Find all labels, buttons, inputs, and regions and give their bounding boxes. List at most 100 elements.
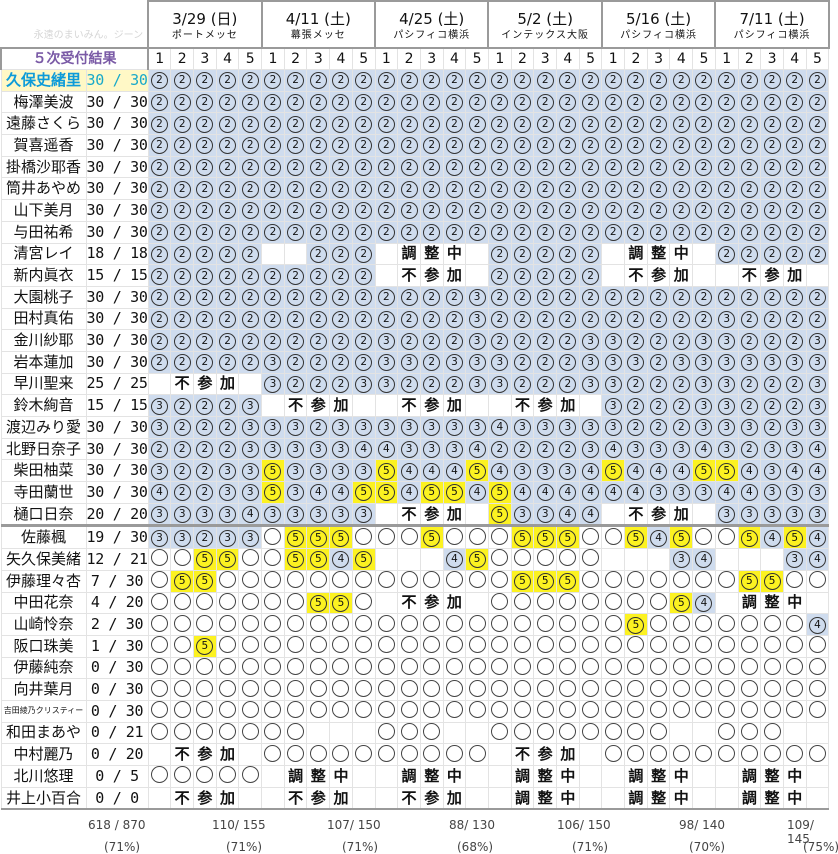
status-char: 整 bbox=[424, 244, 440, 263]
slot-cell: 5 bbox=[193, 569, 217, 593]
slot-cell: 4 bbox=[465, 481, 489, 504]
slot-cell: 3 bbox=[805, 481, 830, 504]
slot-cell: 中 bbox=[782, 786, 807, 811]
member-row: 金川紗耶 30 / 30 2 2 2 2 2 2 2 2 2 2 3 2 2 2 3 2 2 2 2 3 3 2 2 2 3 3 2 2 2… bbox=[0, 329, 830, 352]
slot-cell: 2 bbox=[397, 90, 421, 114]
slot-cell: 2 bbox=[510, 155, 535, 179]
slot-number: 5 bbox=[805, 47, 830, 70]
circled-number-icon: 2 bbox=[196, 484, 214, 502]
slot-cell bbox=[215, 613, 240, 636]
slot-cell: 2 bbox=[533, 307, 557, 331]
empty-circle-icon bbox=[377, 571, 395, 589]
circled-number-icon: 2 bbox=[513, 332, 531, 350]
slot-cell: 2 bbox=[397, 220, 421, 244]
circled-number-icon: 2 bbox=[536, 180, 554, 198]
circled-number-icon: 2 bbox=[513, 159, 531, 177]
circled-number-icon: 2 bbox=[309, 72, 327, 90]
circled-number-icon: 2 bbox=[219, 441, 237, 459]
slot-cell: 2 bbox=[737, 329, 762, 352]
circled-number-icon: 5 bbox=[627, 616, 645, 634]
slot-cell: 2 bbox=[238, 112, 263, 136]
circled-number-icon: 3 bbox=[150, 419, 168, 437]
circled-number-icon: 3 bbox=[786, 354, 804, 372]
circled-number-icon: 2 bbox=[604, 180, 622, 198]
circled-number-icon: 5 bbox=[309, 551, 327, 569]
slot-cell bbox=[782, 634, 807, 658]
slot-cell: 2 bbox=[419, 285, 444, 309]
circled-number-icon: 2 bbox=[582, 224, 600, 242]
circled-number-icon: 3 bbox=[377, 419, 395, 437]
slot-cell: 2 bbox=[624, 220, 648, 244]
slot-cell: 参 bbox=[419, 394, 444, 417]
slot-cell bbox=[465, 678, 489, 701]
circled-number-icon: 3 bbox=[445, 354, 463, 372]
event-header: 4/11 (土) 幕張メッセ bbox=[260, 0, 377, 49]
slot-cell bbox=[760, 656, 784, 680]
empty-circle-icon bbox=[150, 723, 168, 740]
empty-circle-icon bbox=[423, 701, 441, 719]
slot-cell: 2 bbox=[306, 329, 331, 352]
slot-cell: 2 bbox=[556, 220, 580, 244]
event-venue: 幕張メッセ bbox=[290, 29, 346, 41]
slot-cell: 2 bbox=[329, 285, 353, 309]
member-score: 15 / 15 bbox=[85, 394, 149, 417]
empty-circle-icon bbox=[491, 592, 509, 610]
member-score: 30 / 30 bbox=[85, 177, 149, 201]
status-char: 中 bbox=[673, 788, 689, 807]
empty-circle-icon bbox=[400, 614, 418, 632]
member-row: 新内眞衣 15 / 15 2 2 2 2 2 2 2 2 2 2 不参加 2 2 2 2 2 不参加不参加 bbox=[0, 264, 830, 287]
circled-number-icon: 2 bbox=[695, 72, 713, 90]
circled-number-icon: 2 bbox=[423, 289, 441, 307]
slot-number: 2 bbox=[624, 47, 648, 70]
circled-number-icon: 3 bbox=[355, 506, 373, 523]
circled-number-icon: 2 bbox=[287, 137, 305, 155]
status-char: 加 bbox=[220, 745, 236, 764]
slot-cell: 2 bbox=[737, 220, 762, 244]
slot-cell bbox=[238, 765, 263, 788]
circled-number-icon: 2 bbox=[491, 115, 509, 133]
circled-number-icon: 5 bbox=[672, 529, 690, 547]
empty-circle-icon bbox=[332, 744, 350, 762]
event-total-5: 98/ 140 bbox=[679, 818, 726, 832]
slot-cell: 2 bbox=[782, 112, 807, 136]
slot-cell: 3 bbox=[646, 481, 671, 504]
member-row: 山下美月 30 / 30 2 2 2 2 2 2 2 2 2 2 2 2 2 2 2 2 2 2 2 2 2 2 2 2 2 2 2 2 2… bbox=[0, 199, 830, 222]
circled-number-icon: 5 bbox=[559, 529, 577, 547]
circled-number-icon: 2 bbox=[377, 289, 395, 307]
slot-cell: 4 bbox=[578, 481, 603, 504]
slot-cell: 3 bbox=[805, 350, 830, 374]
slot-cell: 3 bbox=[714, 502, 739, 528]
slot-cell bbox=[193, 678, 217, 701]
empty-circle-icon bbox=[650, 744, 668, 762]
slot-cell bbox=[578, 548, 603, 571]
circled-number-icon: 5 bbox=[536, 529, 554, 547]
event-pct-6: (75%) bbox=[803, 840, 838, 854]
slot-cell bbox=[601, 591, 626, 615]
empty-circle-icon bbox=[650, 614, 668, 632]
member-name: 早川聖来 bbox=[0, 372, 87, 396]
slot-cell: 5 bbox=[556, 569, 580, 593]
slot-cell: 2 bbox=[669, 90, 694, 114]
slot-cell bbox=[374, 591, 399, 615]
circled-number-icon: 4 bbox=[650, 529, 668, 547]
empty-circle-icon bbox=[672, 701, 690, 719]
slot-cell: 2 bbox=[510, 264, 535, 287]
slot-cell bbox=[737, 699, 762, 723]
slot-cell bbox=[419, 656, 444, 680]
slot-cell: 整 bbox=[646, 242, 671, 266]
slot-number: 3 bbox=[419, 47, 444, 70]
slot-cell bbox=[261, 765, 285, 788]
slot-cell: 2 bbox=[578, 134, 603, 157]
slot-cell: 不 bbox=[397, 502, 421, 528]
slot-cell: 3 bbox=[782, 481, 807, 504]
slot-cell: 3 bbox=[442, 437, 467, 461]
slot-cell: 2 bbox=[624, 90, 648, 114]
slot-cell: 加 bbox=[556, 743, 580, 766]
empty-circle-icon bbox=[695, 744, 713, 762]
member-row: 中村麗乃 0 / 20 不参加不参加 bbox=[0, 743, 830, 766]
slot-cell: 2 bbox=[329, 264, 353, 287]
circled-number-icon: 3 bbox=[468, 419, 486, 437]
slot-cell: 3 bbox=[737, 350, 762, 374]
circled-number-icon: 2 bbox=[763, 72, 781, 90]
circled-number-icon: 3 bbox=[808, 506, 826, 523]
